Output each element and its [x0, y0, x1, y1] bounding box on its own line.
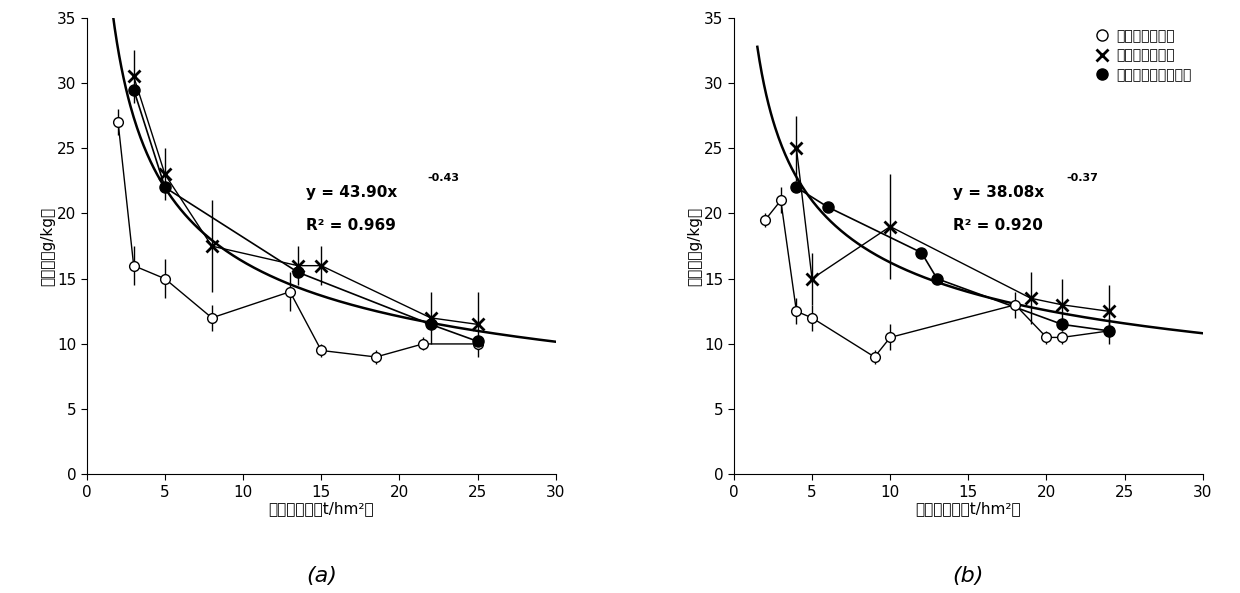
X-axis label: 地上生物量（t/hm²）: 地上生物量（t/hm²）	[915, 501, 1022, 516]
Text: R² = 0.920: R² = 0.920	[952, 218, 1043, 233]
Text: -0.37: -0.37	[1066, 174, 1099, 183]
Text: -0.43: -0.43	[428, 174, 460, 183]
Y-axis label: 氮浓度（g/kg）: 氮浓度（g/kg）	[688, 206, 703, 286]
Text: (a): (a)	[306, 566, 337, 586]
X-axis label: 地上生物量（t/hm²）: 地上生物量（t/hm²）	[268, 501, 374, 516]
Text: y = 43.90x: y = 43.90x	[305, 186, 397, 200]
Text: R² = 0.969: R² = 0.969	[305, 218, 396, 233]
Text: (b): (b)	[952, 566, 985, 586]
Text: y = 38.08x: y = 38.08x	[952, 186, 1044, 200]
Legend: 受氮素限制的点, 不受氮限制的点, 不同时间临界点浓度: 受氮素限制的点, 不受氮限制的点, 不同时间临界点浓度	[1091, 25, 1195, 86]
Y-axis label: 氮浓度（g/kg）: 氮浓度（g/kg）	[41, 206, 56, 286]
